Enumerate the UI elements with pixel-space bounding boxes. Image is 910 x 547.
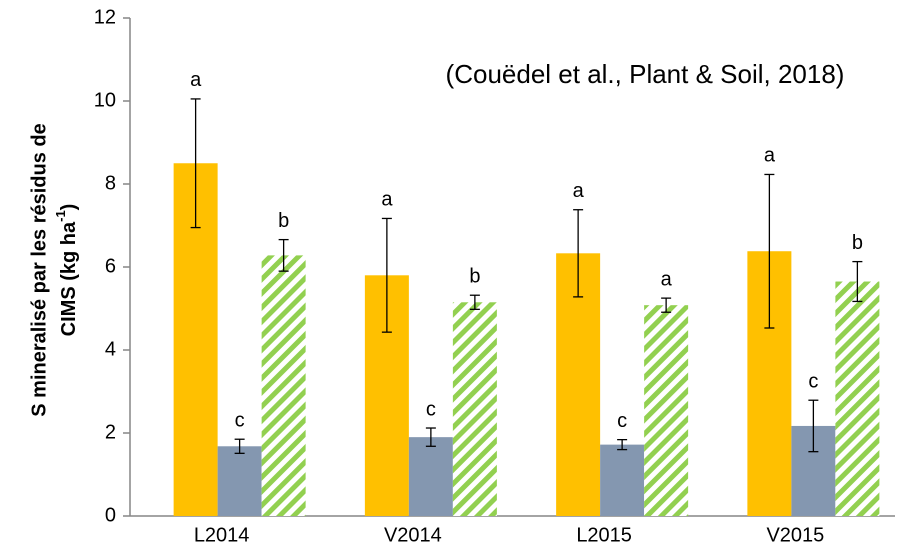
y-axis-title-line: S mineralisé par les résidus de <box>28 123 50 416</box>
bar <box>452 302 497 516</box>
y-axis-title-sup: -1 <box>53 210 68 222</box>
x-tick-label: L2014 <box>194 524 250 546</box>
significance-letter: b <box>469 266 480 288</box>
y-tick-label: 4 <box>105 338 116 360</box>
y-axis-title: S mineralisé par les résidus de CIMS (kg… <box>28 123 80 416</box>
x-tick-label: L2015 <box>576 524 632 546</box>
y-tick-label: 6 <box>105 255 116 277</box>
y-tick-label: 0 <box>105 504 116 526</box>
bar <box>408 437 453 516</box>
y-tick-label: 12 <box>94 6 116 28</box>
significance-letter: c <box>808 370 818 392</box>
significance-letter: b <box>852 232 863 254</box>
x-tick-label: V2014 <box>384 524 442 546</box>
x-tick-label: V2015 <box>766 524 824 546</box>
significance-letter: c <box>426 398 436 420</box>
annotation: (Couëdel et al., Plant & Soil, 2018) <box>446 59 845 89</box>
significance-letter: a <box>764 145 776 167</box>
bar <box>217 446 262 516</box>
bar <box>261 255 306 516</box>
y-axis-title-part: ) <box>58 204 80 211</box>
significance-letter: a <box>190 69 202 91</box>
significance-letter: a <box>661 268 673 290</box>
significance-letter: c <box>235 410 245 432</box>
y-axis-title-line: CIMS (kg ha-1) <box>53 204 80 337</box>
y-tick-label: 8 <box>105 172 116 194</box>
y-axis-title-part: CIMS (kg ha <box>58 221 80 336</box>
y-tick-label: 10 <box>94 89 116 111</box>
significance-letter: a <box>573 180 585 202</box>
significance-letter: b <box>278 210 289 232</box>
significance-letter: a <box>381 189 393 211</box>
bar <box>835 281 880 516</box>
bar <box>644 305 689 516</box>
y-tick-label: 2 <box>105 421 116 443</box>
significance-letter: c <box>617 410 627 432</box>
bar <box>600 444 645 516</box>
